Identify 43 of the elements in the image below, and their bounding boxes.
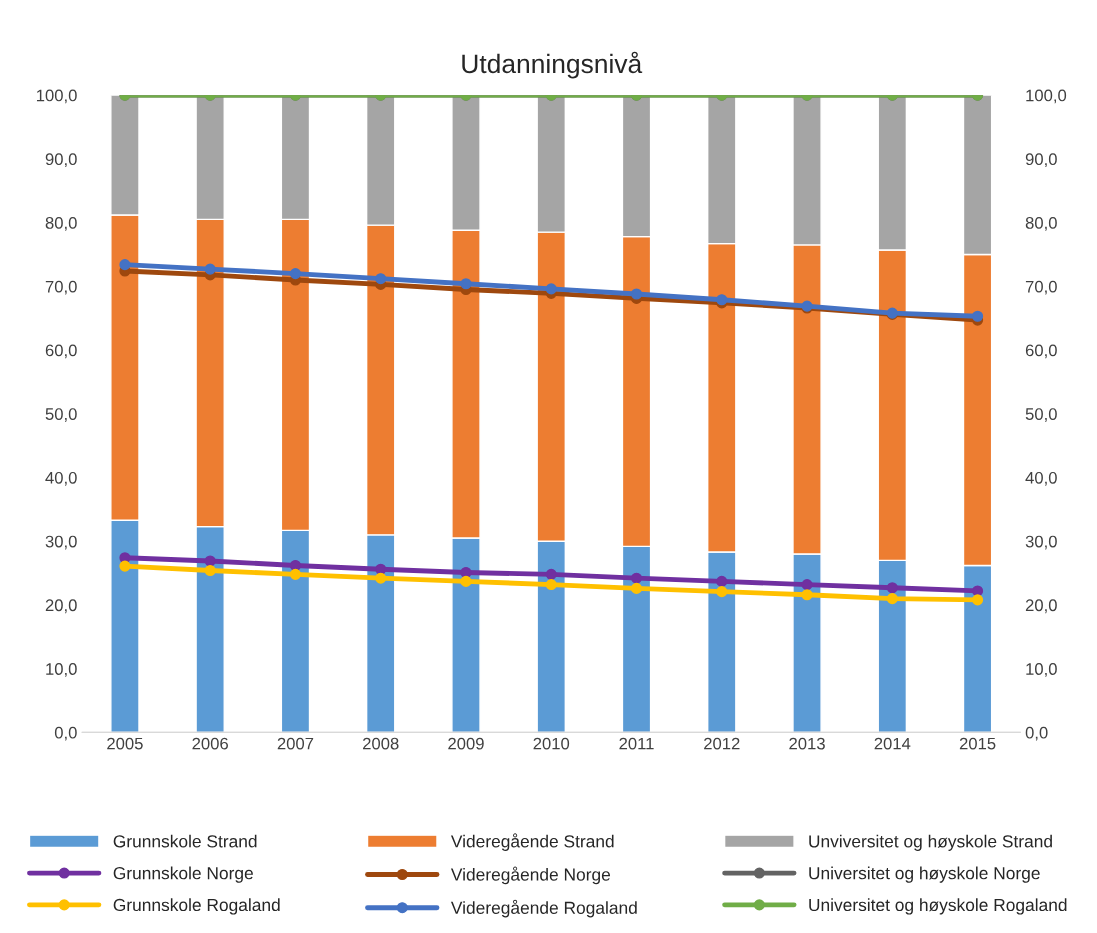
x-tick-label: 2015 [959,737,996,750]
y-tick-label: 100,0 [1026,89,1067,104]
y2-tick-label: 20,0 [45,599,77,614]
y-tick-label: 50,0 [1025,408,1057,422]
y-tick-label: 60,0 [1025,344,1057,359]
legend-label: Grunnskole Strand [113,834,257,848]
y2-tick-label: 0,0 [54,726,77,741]
y2-tick-label: 70,0 [45,280,77,295]
x-tick-label: 2008 [363,737,399,750]
x-tick-label: 2011 [619,737,654,750]
legend-label: Universitet og høyskole Rogaland [809,898,1067,915]
y-tick-label: 30,0 [1025,535,1057,550]
legend-label: Unviversitet og høyskole Strand [809,834,1052,851]
y2-tick-label: 80,0 [45,217,77,231]
y-tick-label: 40,0 [1025,471,1057,486]
y2-tick-label: 10,0 [46,663,77,677]
legend-label: Grunnskole Rogaland [113,898,280,915]
x-tick-label: 2010 [533,737,570,750]
y-tick-label: 10,0 [1026,663,1057,677]
chart-title: Utdanningsnivå [462,51,643,79]
legend-label: Grunnskole Norge [113,866,253,883]
legend-label: Universitet og høyskole Norge [809,866,1040,883]
y2-tick-label: 100,0 [36,89,77,104]
x-tick-label: 2013 [789,737,825,750]
x-tick-label: 2007 [277,737,314,750]
y-tick-label: 80,0 [1025,217,1057,231]
x-tick-label: 2009 [448,737,484,750]
y2-tick-label: 40,0 [45,471,77,486]
y2-tick-label: 60,0 [45,344,77,359]
y-tick-label: 20,0 [1025,599,1057,614]
legend-label: Videregående Norge [450,866,611,885]
y2-tick-label: 30,0 [45,535,77,550]
x-tick-label: 2012 [704,737,740,750]
x-tick-label: 2005 [107,737,143,750]
y2-tick-label: 50,0 [45,408,77,422]
x-tick-label: 2014 [874,737,911,750]
legend-label: Videregående Rogaland [450,899,637,918]
y2-tick-label: 90,0 [45,153,77,168]
legend-label: Videregående Strand [450,833,614,851]
y-tick-label: 90,0 [1025,153,1057,168]
y-tick-label: 70,0 [1025,280,1057,295]
y-tick-label: 0,0 [1025,726,1048,741]
x-tick-label: 2006 [192,737,228,750]
